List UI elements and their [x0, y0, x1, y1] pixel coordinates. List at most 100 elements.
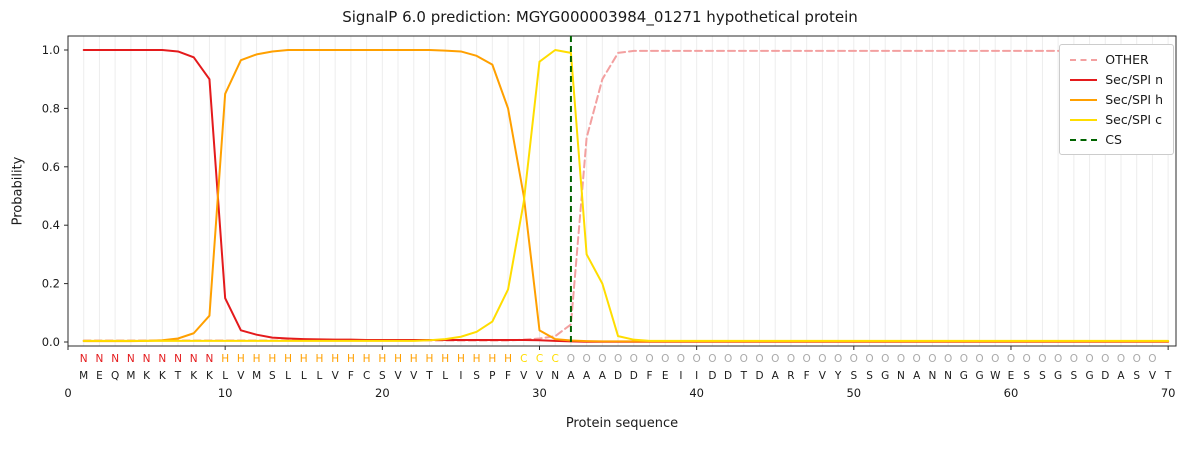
sequence-letter: E [96, 370, 103, 382]
x-tick-label: 10 [218, 386, 233, 400]
sequence-letter: A [772, 370, 780, 382]
x-tick-label: 70 [1161, 386, 1176, 400]
region-letter: C [520, 353, 527, 365]
sequence-letter: M [126, 370, 135, 382]
sequence-letter: L [285, 370, 291, 382]
legend-line-sample [1070, 98, 1098, 101]
region-letter: O [975, 353, 983, 365]
sequence-letter: G [960, 370, 968, 382]
x-axis-label: Protein sequence [565, 416, 679, 431]
sequence-letter: L [301, 370, 307, 382]
axis-ticks: 0 10 20 30 40 50 60 70 0.0 0.2 0.4 0.6 0.8 1.0 [42, 43, 1176, 400]
region-letter: O [645, 353, 653, 365]
sequence-letter: D [724, 370, 732, 382]
sequence-letter: A [583, 370, 591, 382]
region-letter: H [300, 353, 308, 365]
legend-label: CS [1105, 132, 1122, 147]
region-letter: H [441, 353, 449, 365]
region-letter: H [473, 353, 481, 365]
region-letter: O [1085, 353, 1093, 365]
region-letter: H [221, 353, 229, 365]
region-letter: N [206, 353, 214, 365]
sequence-letter: N [551, 370, 559, 382]
legend-item: OTHER [1070, 52, 1163, 67]
y-tick-label: 0.0 [42, 335, 60, 349]
region-letter: O [1007, 353, 1015, 365]
sequence-letter: G [975, 370, 983, 382]
sequence-letter: V [819, 370, 827, 382]
region-letter: O [567, 353, 575, 365]
sequence-letter: T [425, 370, 433, 382]
sequence-letter: G [1085, 370, 1093, 382]
sequence-letter: D [1101, 370, 1109, 382]
sequence-letter: N [897, 370, 905, 382]
region-letter: O [1133, 353, 1141, 365]
sequence-letter: S [1071, 370, 1078, 382]
series-line-sec-spi-c [82, 49, 1170, 342]
legend-label: Sec/SPI n [1105, 72, 1163, 87]
gridlines [83, 36, 1169, 346]
sequence-letter: F [646, 370, 652, 382]
sequence-letter: D [630, 370, 638, 382]
region-letter: O [724, 353, 732, 365]
sequence-letter: N [928, 370, 936, 382]
y-tick-label: 0.8 [42, 101, 60, 115]
region-letter: O [881, 353, 889, 365]
sequence-letter: M [252, 370, 261, 382]
region-letter: H [363, 353, 371, 365]
sequence-letter: V [332, 370, 340, 382]
sequence-letter: S [1039, 370, 1046, 382]
legend-label: Sec/SPI h [1105, 92, 1163, 107]
sequence-letter: S [473, 370, 480, 382]
legend-item: Sec/SPI n [1070, 72, 1163, 87]
region-letter: N [174, 353, 182, 365]
region-letter: H [457, 353, 465, 365]
legend-line-sample [1070, 78, 1098, 81]
region-letter: O [818, 353, 826, 365]
region-letter: H [378, 353, 386, 365]
sequence-letter: S [866, 370, 873, 382]
region-letter: O [991, 353, 999, 365]
region-letter: N [111, 353, 119, 365]
sequence-letter: M [79, 370, 88, 382]
sequence-letter: V [520, 370, 528, 382]
y-tick-label: 0.6 [42, 160, 60, 174]
sequence-letter: S [379, 370, 386, 382]
legend-item: CS [1070, 132, 1163, 147]
sequence-letter: V [536, 370, 544, 382]
sequence-letter: F [348, 370, 354, 382]
region-letter: O [787, 353, 795, 365]
region-letter: H [284, 353, 292, 365]
series-line-sec-spi-h [82, 49, 1170, 343]
sequence-letter: E [1008, 370, 1015, 382]
x-tick-label: 40 [689, 386, 704, 400]
region-letter: O [1148, 353, 1156, 365]
sequence-letter: K [206, 370, 214, 382]
region-letter: C [536, 353, 543, 365]
region-letter: O [661, 353, 669, 365]
region-letter: H [394, 353, 402, 365]
y-tick-label: 0.4 [42, 218, 60, 232]
sequence-letter: K [190, 370, 198, 382]
sequence-letter: E [662, 370, 669, 382]
sequence-letter: T [740, 370, 748, 382]
region-letter: O [865, 353, 873, 365]
region-letter: O [803, 353, 811, 365]
region-letter: O [677, 353, 685, 365]
sequence-letter: R [787, 370, 794, 382]
legend-item: Sec/SPI c [1070, 112, 1163, 127]
region-letter: O [1023, 353, 1031, 365]
sequence-letter: T [174, 370, 182, 382]
region-letter: N [190, 353, 198, 365]
sequence-letter: I [695, 370, 698, 382]
legend-line-sample [1070, 138, 1098, 141]
legend: OTHER Sec/SPI n Sec/SPI h Sec/SPI c CS [1059, 44, 1174, 155]
region-letter: N [158, 353, 166, 365]
region-letter: O [614, 353, 622, 365]
region-letter: O [1101, 353, 1109, 365]
sequence-letter: V [1149, 370, 1157, 382]
legend-label: Sec/SPI c [1105, 112, 1162, 127]
